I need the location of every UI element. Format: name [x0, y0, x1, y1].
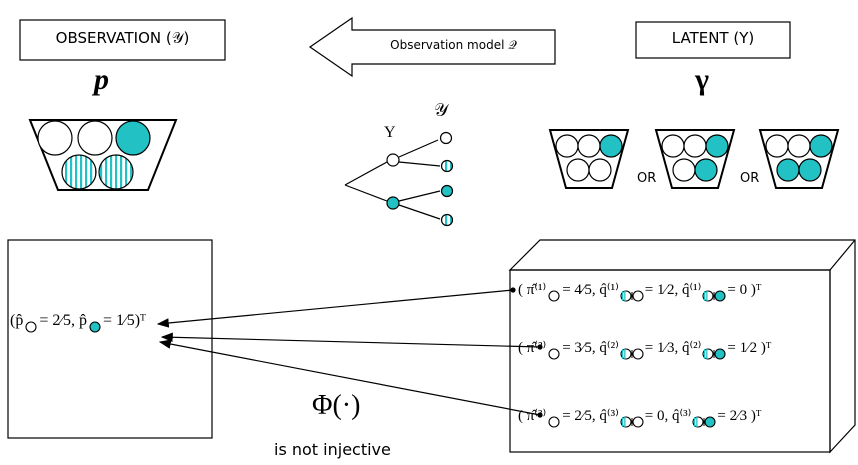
- vector-part: = 1⁄2 )ᵀ: [727, 340, 771, 356]
- or-label: OR: [637, 171, 656, 186]
- ball: [788, 135, 810, 157]
- vector-part: = 1⁄5)ᵀ: [103, 312, 146, 329]
- vector-part: ( π̂⁽³⁾: [518, 408, 546, 424]
- ball: [673, 159, 695, 181]
- vector-part: = 1⁄3, q̂⁽²⁾: [645, 340, 702, 356]
- ball-icon: [547, 347, 561, 366]
- or-label: OR: [740, 171, 759, 186]
- tree-root-label: Y: [384, 124, 396, 142]
- ball-icon: [702, 347, 726, 366]
- ball: [589, 159, 611, 181]
- map-symbol: Φ(·): [312, 390, 360, 422]
- ball-icon: [547, 289, 561, 308]
- shapes: [0, 0, 858, 465]
- vector-part: = 2⁄5, q̂⁽³⁾: [562, 408, 619, 424]
- ball: [684, 135, 706, 157]
- ball: [600, 135, 622, 157]
- p-symbol: p: [94, 63, 109, 97]
- ball: [695, 159, 717, 181]
- ball-icon: [692, 415, 716, 434]
- gamma-symbol: γ: [695, 63, 709, 97]
- latent-vector: ( π̂⁽¹⁾ = 4⁄5, q̂⁽¹⁾ = 1⁄2, q̂⁽¹⁾ = 0 )ᵀ: [518, 280, 761, 308]
- observed-vector: (p̂ = 2⁄5, p̂ = 1⁄5)ᵀ: [10, 312, 146, 339]
- tree-leaf-label: 𝒴: [434, 100, 448, 121]
- ball-icon: [702, 289, 726, 308]
- diagram: OBSERVATION (𝒴) Observation model 𝒬 LATE…: [0, 0, 858, 465]
- ball: [799, 159, 821, 181]
- ball: [766, 135, 788, 157]
- ball-icon: [24, 320, 38, 339]
- ball-icon: [620, 289, 644, 308]
- vector-part: ( π̂⁽¹⁾: [518, 282, 546, 298]
- vector-part: = 0 )ᵀ: [727, 282, 761, 298]
- vector-part: = 4⁄5, q̂⁽¹⁾: [562, 282, 619, 298]
- ball-icon: [547, 415, 561, 434]
- ball-icon: [620, 347, 644, 366]
- latent-vector: ( π̂⁽³⁾ = 2⁄5, q̂⁽³⁾ = 0, q̂⁽³⁾ = 2⁄3 )ᵀ: [518, 406, 761, 434]
- ball: [567, 159, 589, 181]
- vector-part: (p̂: [10, 312, 23, 329]
- latent-label: LATENT (Y): [636, 29, 790, 47]
- ball: [556, 135, 578, 157]
- latent-vector: ( π̂⁽²⁾ = 3⁄5, q̂⁽²⁾ = 1⁄3, q̂⁽²⁾ = 1⁄2 )ᵀ: [518, 338, 771, 366]
- ball: [777, 159, 799, 181]
- vector-part: = 1⁄2, q̂⁽¹⁾: [645, 282, 702, 298]
- observed-box: [8, 240, 212, 438]
- vector-part: ( π̂⁽²⁾: [518, 340, 546, 356]
- map-note: is not injective: [274, 440, 391, 459]
- model-label: Observation model 𝒬: [352, 38, 555, 53]
- vector-part: = 2⁄3 )ᵀ: [717, 408, 761, 424]
- vector-part: = 3⁄5, q̂⁽²⁾: [562, 340, 619, 356]
- observation-label: OBSERVATION (𝒴): [20, 29, 225, 47]
- ball-icon: [88, 320, 102, 339]
- ball-icon: [620, 415, 644, 434]
- ball: [578, 135, 600, 157]
- vector-part: = 0, q̂⁽³⁾: [645, 408, 692, 424]
- vector-part: = 2⁄5, p̂: [39, 312, 87, 329]
- ball: [706, 135, 728, 157]
- ball: [662, 135, 684, 157]
- ball: [810, 135, 832, 157]
